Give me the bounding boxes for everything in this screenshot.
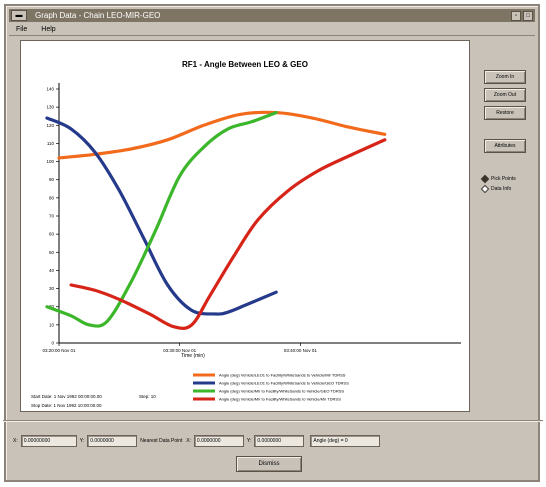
menu-help[interactable]: Help	[41, 26, 56, 33]
y-tick-label: 40	[49, 268, 55, 273]
y-tick-label: 60	[49, 232, 55, 237]
y-field-label: Y:	[79, 438, 85, 444]
y-tick-label: 50	[49, 250, 55, 255]
y-value-field[interactable]: 0.0000000	[87, 435, 138, 447]
x-axis-label: Time (min)	[181, 353, 205, 359]
y-tick-label: 90	[49, 177, 55, 182]
menu-file[interactable]: File	[16, 26, 28, 33]
legend-label: Angle (deg) Vehicle/LEO1 to Facility/Whi…	[219, 373, 346, 378]
title-bar[interactable]: ▬ Graph Data - Chain LEO-MIR-GEO ▫ □	[9, 9, 535, 22]
y-tick-label: 120	[46, 123, 54, 128]
radio-data-info-label: Data Info	[491, 186, 512, 192]
y-tick-label: 130	[46, 105, 54, 110]
plot-panel[interactable]: RF1 - Angle Between LEO & GEO 0 10 20 30 40 5…	[20, 40, 470, 412]
radio-indicator[interactable]	[480, 174, 490, 184]
series-line-green[interactable]	[45, 110, 278, 328]
minimize-button[interactable]: ▫	[511, 10, 521, 21]
maximize-button[interactable]: □	[523, 10, 533, 21]
nearest-y-field[interactable]: 0.0000000	[254, 435, 305, 447]
step-text: Step: 10	[139, 394, 156, 399]
legend-label: Angle (deg) Vehicle/Mir to Facility/Whit…	[219, 397, 341, 402]
y-tick-label: 110	[47, 141, 55, 146]
zoom-out-button[interactable]: Zoom Out	[484, 88, 526, 102]
line-chart[interactable]: RF1 - Angle Between LEO & GEO 0 10 20 30 40 5…	[21, 41, 469, 411]
data-point-fields: X: 0.00000000 Y: 0.0000000 Nearest Data …	[10, 432, 530, 450]
x-nearest-label: X:	[186, 438, 191, 444]
y-tick-label: 10	[49, 322, 55, 327]
stop-date-text: Stop Date: 1 Nov 1992 10:00:00.00	[31, 403, 102, 408]
radio-indicator[interactable]	[480, 184, 490, 194]
legend-label: Angle (deg) Vehicle/LEO1 to Facility/Whi…	[219, 381, 349, 386]
x-tick-label: 03:20:00 Nov 01	[42, 348, 76, 353]
y-tick-label: 80	[49, 195, 55, 200]
series-line-orange[interactable]	[57, 110, 387, 160]
attributes-button[interactable]: Attributes	[484, 139, 526, 153]
y-tick-label: 140	[46, 87, 54, 92]
x-value-field[interactable]: 0.00000000	[20, 435, 77, 447]
y-nearest-label: Y:	[246, 438, 252, 444]
chart-title: RF1 - Angle Between LEO & GEO	[182, 60, 308, 69]
x-field-label: X:	[13, 438, 18, 444]
dismiss-button[interactable]: Dismiss	[236, 456, 302, 472]
y-tick-label: 100	[46, 159, 54, 164]
y-tick-label: 20	[49, 304, 55, 309]
start-date-text: Start Date: 1 Nov 1992 00:00:00.00	[31, 394, 102, 399]
y-tick-label: 30	[49, 286, 55, 291]
restore-button[interactable]: Restore	[484, 106, 526, 120]
menu-bar: File Help	[9, 24, 535, 36]
y-tick-label: 0	[51, 341, 54, 346]
window-menu-button[interactable]: ▬	[11, 10, 27, 21]
radio-pick-points[interactable]: Pick Points	[480, 174, 516, 184]
radio-pick-points-label: Pick Points	[491, 176, 516, 182]
series-line-red[interactable]	[69, 138, 387, 330]
window-title: Graph Data - Chain LEO-MIR-GEO	[35, 11, 161, 20]
x-tick-label: 03:30:00 Nov 01	[163, 348, 197, 353]
separator	[3, 420, 543, 422]
x-tick-label: 03:40:00 Nov 01	[284, 348, 318, 353]
angle-readout-field[interactable]: Angle (deg) = 0	[310, 435, 381, 447]
series-line-blue[interactable]	[45, 116, 278, 316]
radio-data-info[interactable]: Data Info	[480, 184, 512, 194]
nearest-x-field[interactable]: 0.0000000	[193, 435, 244, 447]
y-tick-label: 70	[49, 214, 55, 219]
zoom-in-button[interactable]: Zoom In	[484, 70, 526, 84]
legend-label: Angle (deg) Vehicle/Mir to Facility/Whit…	[219, 389, 344, 394]
nearest-data-point-label: Nearest Data Point	[140, 438, 183, 444]
